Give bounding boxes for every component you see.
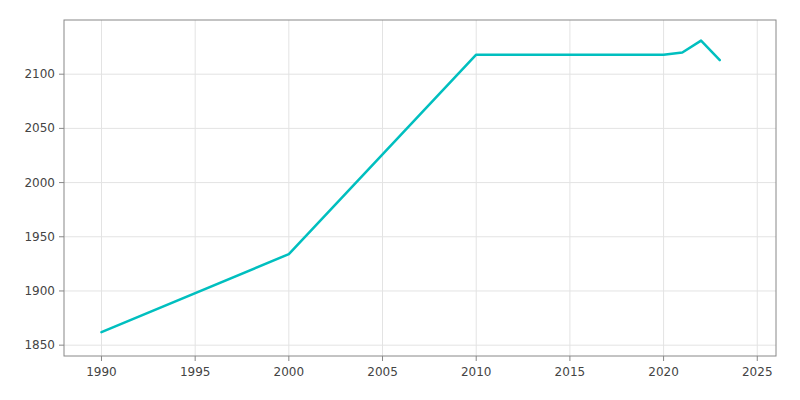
grid bbox=[64, 20, 776, 356]
x-grid-line bbox=[757, 20, 758, 356]
x-tick bbox=[663, 356, 664, 361]
x-tick bbox=[288, 356, 289, 361]
y-tick-label: 1950 bbox=[24, 230, 55, 244]
x-tick bbox=[382, 356, 383, 361]
x-tick bbox=[101, 356, 102, 361]
y-grid-line bbox=[64, 74, 776, 75]
x-tick-label: 2005 bbox=[367, 365, 398, 379]
x-tick bbox=[757, 356, 758, 361]
plot-frame bbox=[64, 20, 776, 356]
data-layer bbox=[101, 41, 719, 333]
y-grid-line bbox=[64, 236, 776, 237]
x-tick-label: 2000 bbox=[274, 365, 305, 379]
y-tick-label: 2100 bbox=[24, 67, 55, 81]
y-tick bbox=[59, 236, 64, 237]
x-tick-label: 2020 bbox=[648, 365, 679, 379]
x-grid-line bbox=[569, 20, 570, 356]
x-grid-line bbox=[382, 20, 383, 356]
y-tick bbox=[59, 290, 64, 291]
x-tick-label: 1995 bbox=[180, 365, 211, 379]
x-tick-label: 2015 bbox=[555, 365, 586, 379]
x-grid-line bbox=[288, 20, 289, 356]
chart-container: 1990 1995 2000 2005 2010 2015 2020 2025 1850 1900… bbox=[0, 0, 800, 400]
y-tick bbox=[59, 74, 64, 75]
x-tick-label: 2010 bbox=[461, 365, 492, 379]
x-grid-line bbox=[195, 20, 196, 356]
y-tick bbox=[59, 182, 64, 183]
x-tick-label: 2025 bbox=[742, 365, 773, 379]
x-tick bbox=[195, 356, 196, 361]
y-tick bbox=[59, 128, 64, 129]
y-grid-line bbox=[64, 128, 776, 129]
x-grid-line bbox=[663, 20, 664, 356]
x-grid-line bbox=[101, 20, 102, 356]
population-line bbox=[101, 41, 719, 333]
y-grid-line bbox=[64, 290, 776, 291]
x-tick-label: 1990 bbox=[86, 365, 117, 379]
y-tick-label: 2050 bbox=[24, 121, 55, 135]
x-grid-line bbox=[476, 20, 477, 356]
x-tick bbox=[569, 356, 570, 361]
chart-svg: 1990 1995 2000 2005 2010 2015 2020 2025 1850 1900… bbox=[0, 0, 800, 400]
y-tick-label: 2000 bbox=[24, 176, 55, 190]
y-grid-line bbox=[64, 182, 776, 183]
plot-background bbox=[64, 20, 776, 356]
y-tick bbox=[59, 345, 64, 346]
y-tick-label: 1850 bbox=[24, 338, 55, 352]
y-tick-label: 1900 bbox=[24, 284, 55, 298]
x-tick bbox=[476, 356, 477, 361]
y-grid-line bbox=[64, 345, 776, 346]
